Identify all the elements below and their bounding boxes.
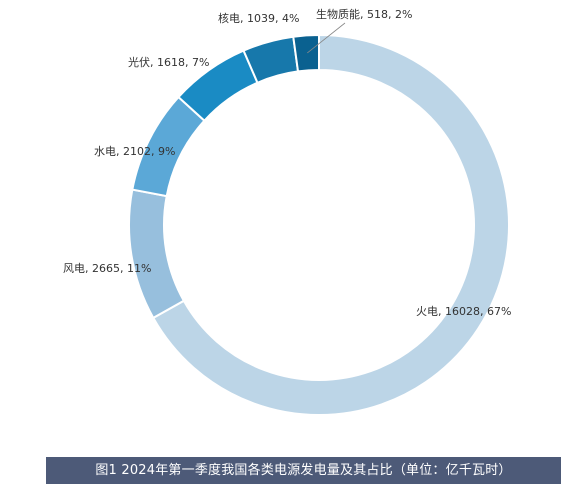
slice-label-1: 风电, 2665, 11%	[63, 262, 151, 275]
slice-label-2: 水电, 2102, 9%	[94, 145, 175, 158]
slice-label-0: 火电, 16028, 67%	[416, 305, 511, 318]
donut-slice-0	[151, 33, 510, 416]
donut-chart: 火电, 16028, 67% 风电, 2665, 11% 水电, 2102, 9% 光…	[63, 7, 511, 416]
slice-label-4: 核电, 1039, 4%	[218, 11, 299, 25]
donut-slice-1	[128, 188, 186, 320]
leader-line-biomass	[307, 22, 346, 54]
chart-caption: 图1 2024年第一季度我国各类电源发电量及其占比（单位：亿千瓦时）	[46, 457, 561, 484]
donut-slice-5	[292, 33, 320, 73]
slice-label-5: 生物质能, 518, 2%	[316, 7, 412, 21]
slice-label-3: 光伏, 1618, 7%	[128, 55, 209, 69]
